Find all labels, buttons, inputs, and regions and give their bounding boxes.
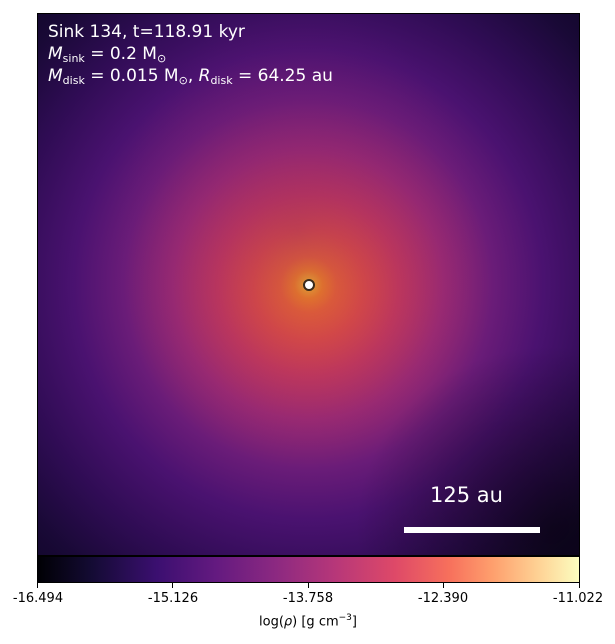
sink-time-label: Sink 134, t=118.91 kyr <box>48 22 245 42</box>
colorbar-tick <box>37 583 38 588</box>
scalebar <box>404 527 540 533</box>
colorbar-tick-label: -12.390 <box>417 591 469 606</box>
colorbar-tick-label: -15.126 <box>147 591 199 606</box>
colorbar-tick-label: -16.494 <box>12 591 64 606</box>
sink-marker <box>303 279 315 291</box>
colorbar-tick <box>443 583 444 588</box>
scalebar-label: 125 au <box>430 483 503 507</box>
disk-properties-label: Mdisk = 0.015 M⊙, Rdisk = 64.25 au <box>48 66 333 87</box>
colorbar <box>37 556 580 583</box>
colorbar-title: log(ρ) [g cm−3] <box>259 613 357 630</box>
colorbar-tick <box>308 583 309 588</box>
colorbar-tick <box>579 583 580 588</box>
sink-mass-label: Msink = 0.2 M⊙ <box>48 44 167 65</box>
colorbar-tick-label: -13.758 <box>282 591 334 606</box>
colorbar-tick-label: -11.022 <box>552 591 604 606</box>
colorbar-tick <box>172 583 173 588</box>
density-map: Sink 134, t=118.91 kyr Msink = 0.2 M⊙ Md… <box>37 13 580 556</box>
